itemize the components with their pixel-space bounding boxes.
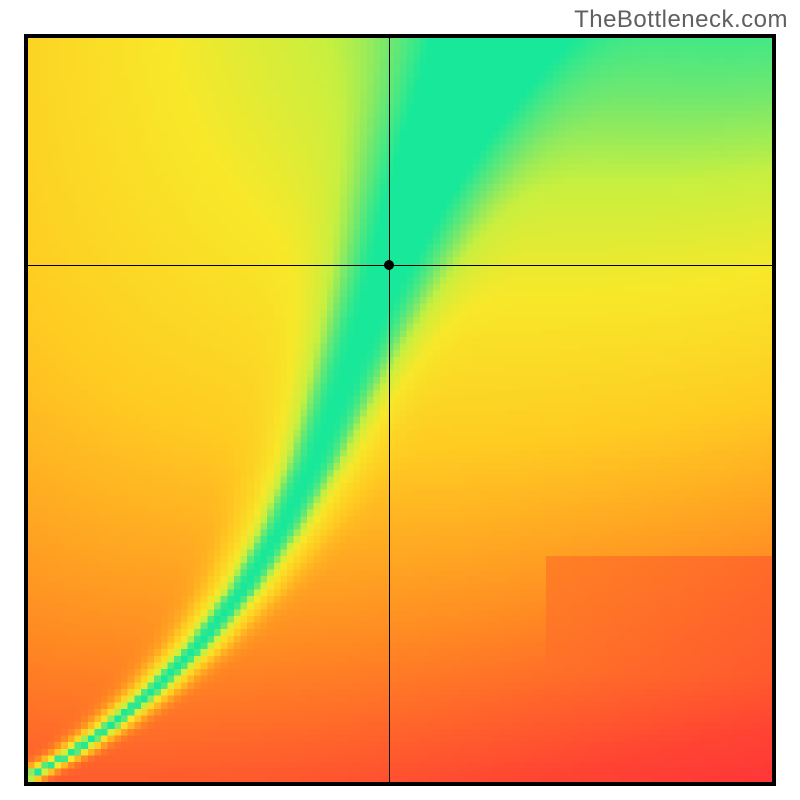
crosshair-horizontal <box>28 265 772 266</box>
watermark: TheBottleneck.com <box>574 6 788 34</box>
plot-frame <box>24 34 776 786</box>
heatmap-canvas <box>28 38 772 782</box>
marker-dot <box>384 260 394 270</box>
crosshair-vertical <box>389 38 390 782</box>
